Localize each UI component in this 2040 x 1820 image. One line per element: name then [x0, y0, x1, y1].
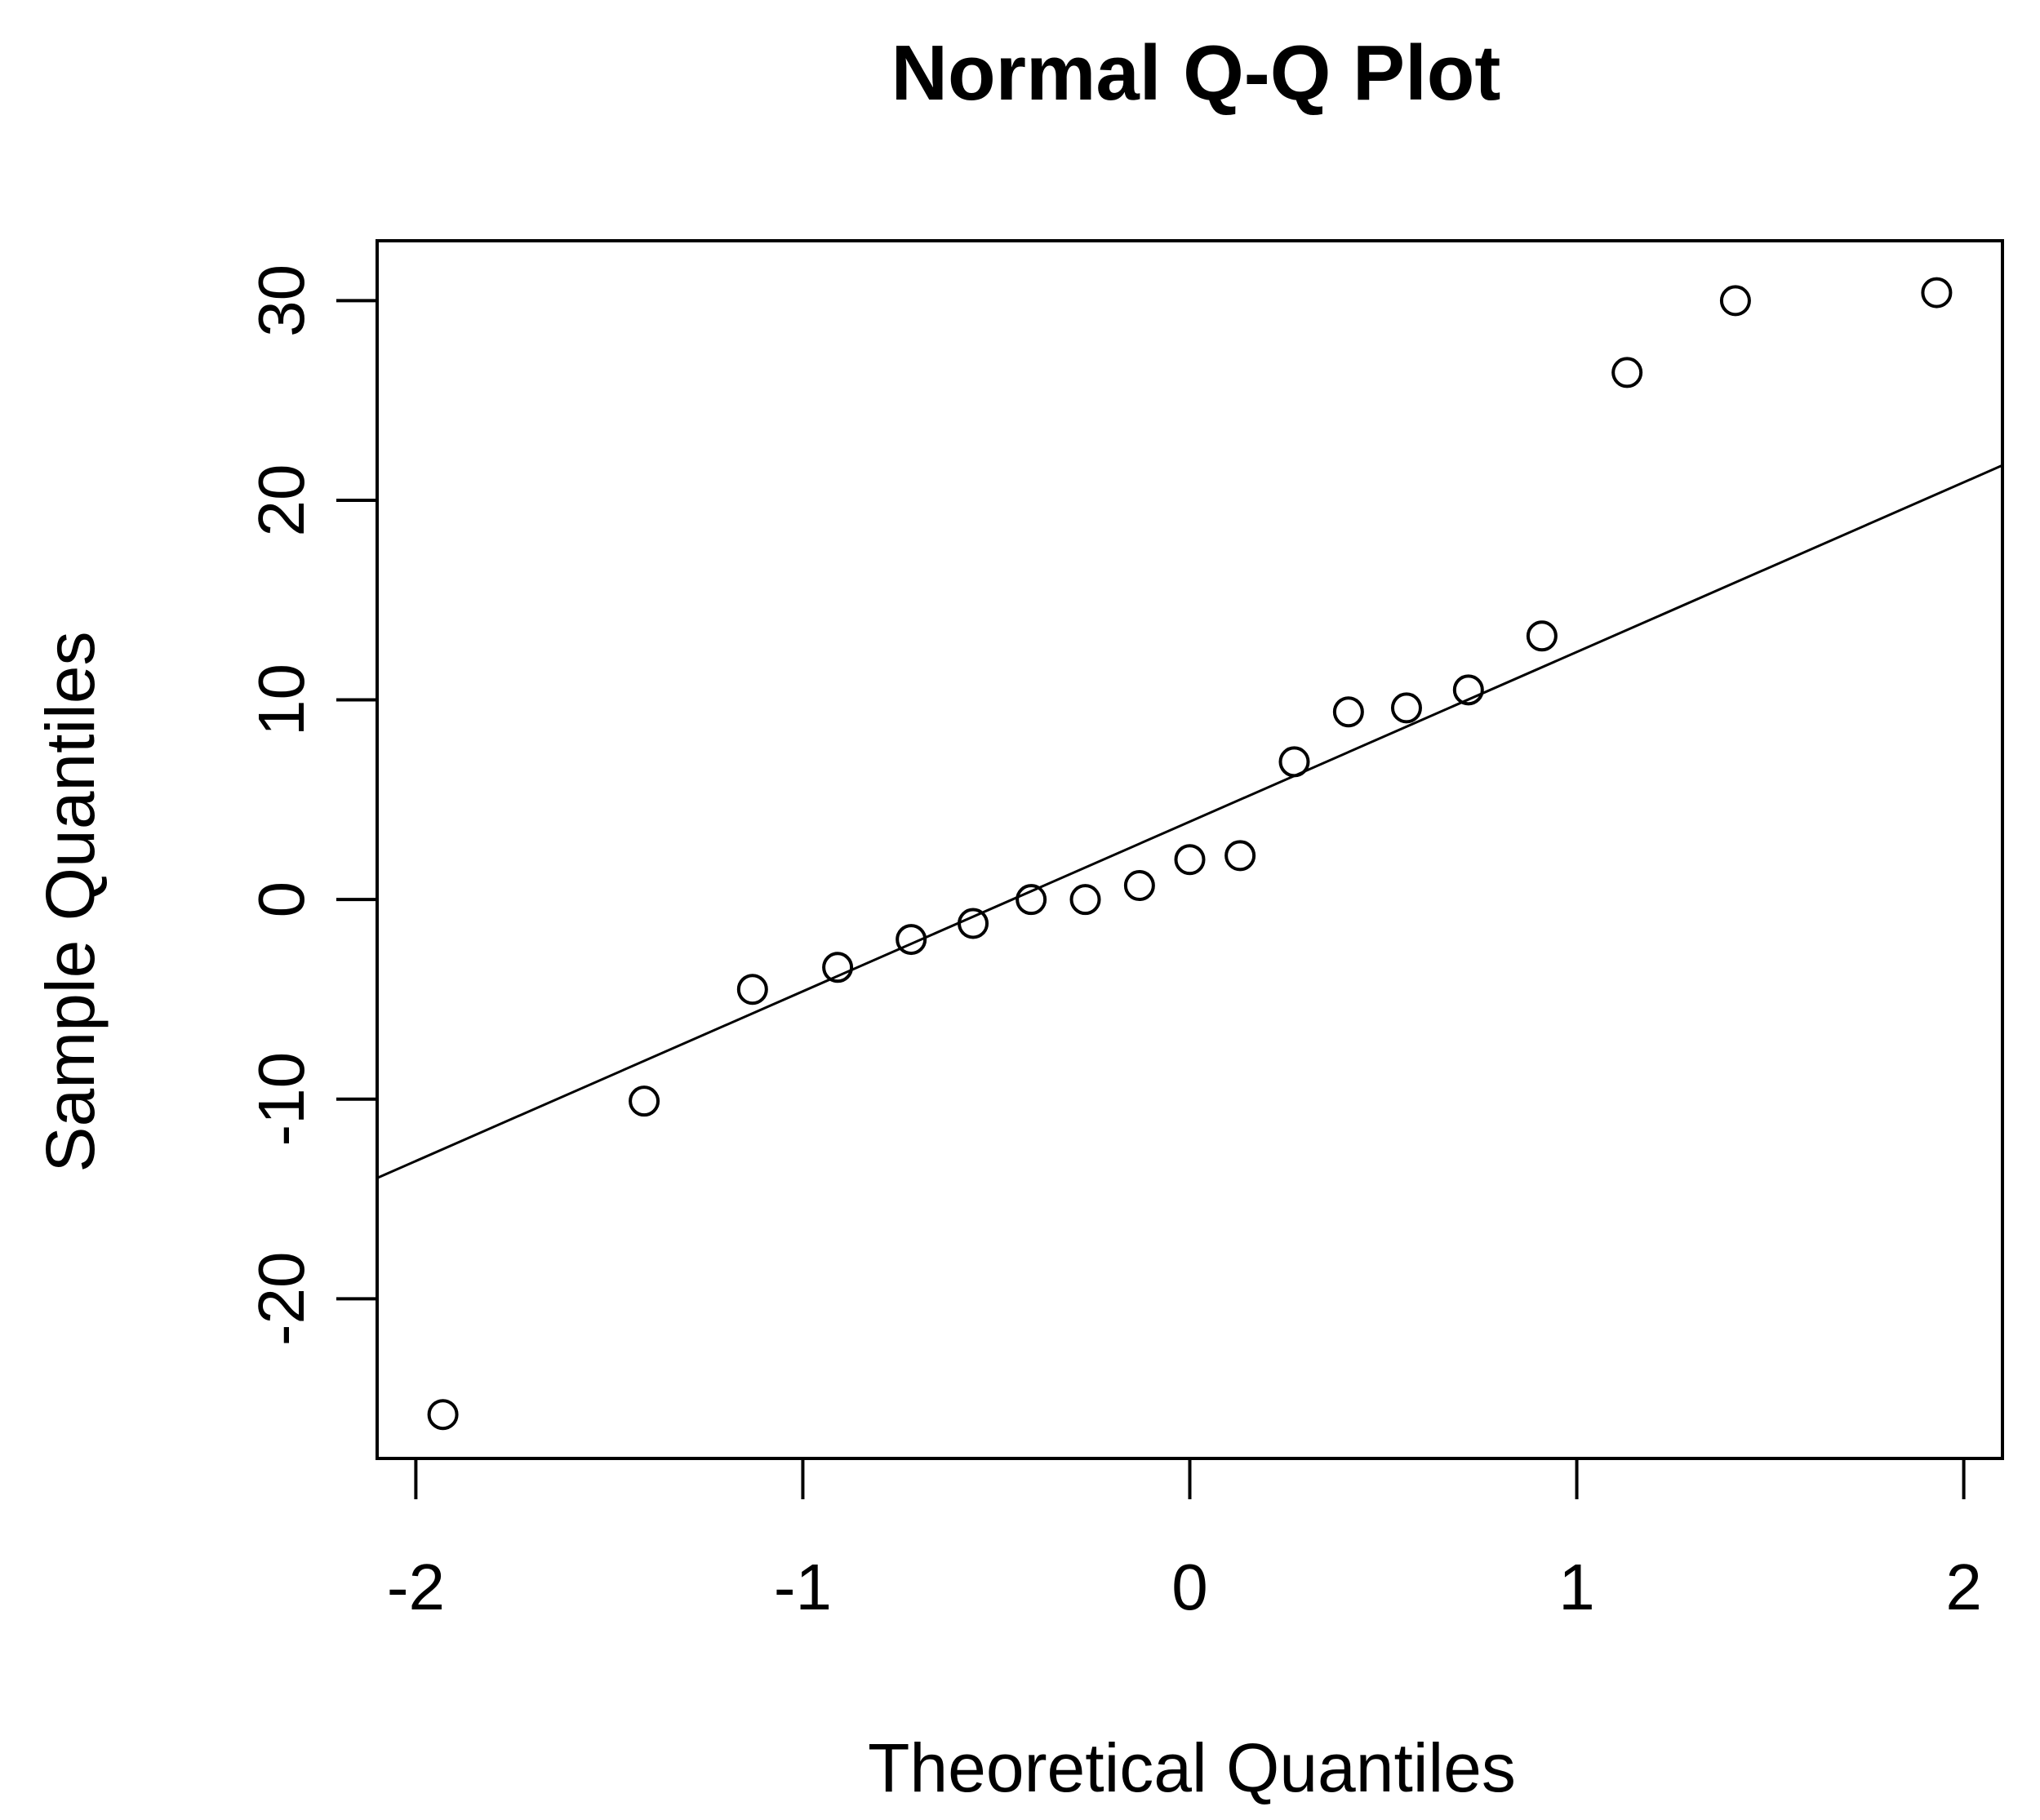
- data-point: [1069, 884, 1101, 916]
- data-point: [629, 1085, 660, 1117]
- y-tick-label: 0: [245, 881, 318, 918]
- qq-reference-line: [377, 464, 2002, 1179]
- y-tick-label: 20: [245, 464, 318, 536]
- x-tick-label: 2: [1945, 1551, 1982, 1623]
- data-point: [958, 908, 989, 939]
- x-tick-label: 0: [1171, 1551, 1208, 1623]
- data-point: [1719, 285, 1751, 317]
- data-point: [1332, 696, 1364, 728]
- data-point: [736, 974, 768, 1005]
- x-tick-label: 1: [1558, 1551, 1595, 1623]
- data-point: [1921, 277, 1953, 309]
- chart-title: Normal Q-Q Plot: [891, 29, 1501, 117]
- y-tick-label: 10: [245, 664, 318, 736]
- data-point: [1526, 620, 1558, 652]
- data-point: [1016, 884, 1047, 916]
- data-point: [1278, 746, 1310, 778]
- data-point: [427, 1399, 459, 1431]
- x-tick-label: -2: [387, 1551, 445, 1623]
- data-point: [896, 924, 927, 956]
- data-point: [1390, 692, 1422, 724]
- y-axis-label: Sample Quantiles: [32, 631, 109, 1172]
- y-tick-label: -10: [245, 1052, 318, 1147]
- data-point: [1452, 674, 1484, 706]
- data-point: [1611, 357, 1643, 388]
- y-tick-label: 30: [245, 264, 318, 337]
- data-point: [1224, 840, 1256, 872]
- data-point: [822, 952, 854, 983]
- data-point: [1123, 870, 1155, 902]
- x-axis-label: Theoretical Quantiles: [868, 1729, 1516, 1806]
- x-tick-label: -1: [774, 1551, 832, 1623]
- data-point: [1174, 844, 1206, 876]
- y-tick-label: -20: [245, 1252, 318, 1347]
